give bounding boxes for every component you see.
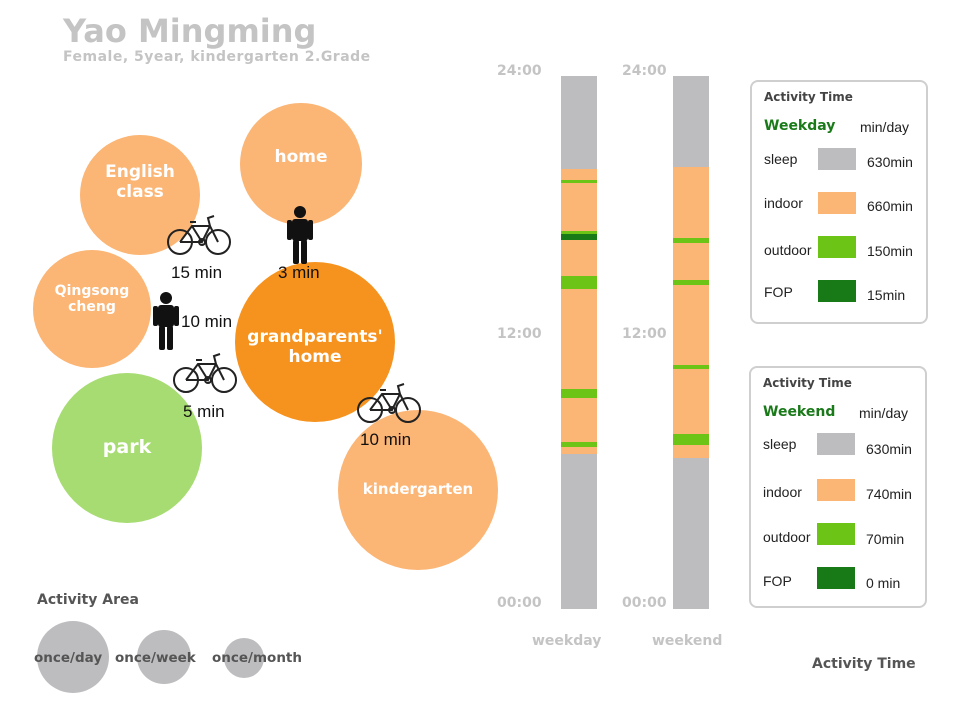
- place-kindergarten: kindergarten: [338, 410, 498, 570]
- legend-weekend-sleep-swatch: [817, 433, 855, 455]
- timeline-segment-weekday-indoor: [561, 169, 597, 454]
- legend-weekend-fop-swatch: [817, 567, 855, 589]
- legend-weekend-sleep-label: sleep: [763, 436, 797, 452]
- place-grandparents-home: grandparents' home: [235, 262, 395, 422]
- axis-12-weekend: 12:00: [622, 326, 667, 342]
- place-english-class: English class: [80, 135, 200, 255]
- place-park-label: park: [102, 436, 152, 459]
- place-english-class-label: English class: [105, 161, 175, 202]
- place-qingsong-label: Qingsong cheng: [54, 282, 130, 315]
- legend-weekend-indoor-value: 740min: [866, 486, 912, 502]
- frequency-weekly: once/week: [115, 650, 196, 666]
- place-park: park: [52, 373, 202, 523]
- activity-time-footer: Activity Time: [812, 656, 916, 672]
- legend-weekday-type: Weekday: [764, 118, 836, 134]
- bicycle-icon: [173, 353, 237, 393]
- legend-weekend-outdoor-value: 70min: [866, 531, 905, 547]
- place-home: home: [240, 103, 362, 225]
- legend-weekday-sleep-label: sleep: [764, 151, 798, 167]
- category-weekday: weekday: [532, 633, 602, 649]
- frequency-daily: once/day: [34, 650, 103, 666]
- legend-weekend-fop-label: FOP: [763, 573, 792, 589]
- bicycle-icon: [167, 215, 231, 255]
- legend-weekend-type: Weekend: [763, 404, 836, 420]
- timeline-segment-weekday-outdoor: [561, 231, 597, 234]
- timeline-segment-weekday-outdoor: [561, 389, 597, 398]
- person-icon: [153, 292, 179, 350]
- frequency-monthly: once/month: [212, 650, 302, 666]
- legend-weekend-unit: min/day: [859, 405, 909, 421]
- timeline-segment-weekend-outdoor: [673, 364, 709, 370]
- axis-00-weekend: 00:00: [622, 595, 667, 611]
- legend-weekend-outdoor-label: outdoor: [763, 529, 811, 545]
- timeline-bar-weekday: [561, 76, 597, 609]
- legend-weekday-fop-label: FOP: [764, 284, 793, 300]
- legend-weekday-outdoor-value: 150min: [867, 243, 913, 259]
- route-time-qingsong: 10 min: [181, 312, 233, 331]
- place-qingsong: Qingsong cheng: [33, 250, 151, 368]
- timeline-segment-weekday-outdoor: [561, 442, 597, 447]
- legend-weekday-indoor-label: indoor: [764, 195, 803, 211]
- timeline-segment-weekday-outdoor: [561, 275, 597, 290]
- legend-weekend-outdoor-swatch: [817, 523, 855, 545]
- legend-weekend-indoor-swatch: [817, 479, 855, 501]
- legend-weekday-indoor-swatch: [818, 192, 856, 214]
- frequency-circle-monthly: [224, 638, 264, 678]
- timeline-bar-weekend: [673, 76, 709, 609]
- legend-weekend-sleep-value: 630min: [866, 441, 912, 457]
- timeline-segment-weekday-outdoor: [561, 180, 597, 183]
- axis-00-weekday: 00:00: [497, 595, 542, 611]
- route-time-english: 15 min: [171, 263, 223, 282]
- legend-weekday-outdoor-label: outdoor: [764, 242, 812, 258]
- timeline-segment-weekend-outdoor: [673, 280, 709, 285]
- legend-weekend-indoor-label: indoor: [763, 484, 802, 500]
- legend-weekday-fop-swatch: [818, 280, 856, 302]
- place-kindergarten-label: kindergarten: [362, 480, 474, 499]
- axis-12-weekday: 12:00: [497, 326, 542, 342]
- child-name: Yao Mingming: [63, 12, 317, 50]
- legend-weekday-outdoor-swatch: [818, 236, 856, 258]
- frequency-circle-weekly: [137, 630, 191, 684]
- category-weekend: weekend: [652, 633, 723, 649]
- legend-weekday-sleep-value: 630min: [867, 154, 913, 170]
- route-time-home: 3 min: [278, 263, 320, 282]
- legend-weekday-unit: min/day: [860, 119, 910, 135]
- timeline-segment-weekend-indoor: [673, 167, 709, 458]
- bicycle-icon: [357, 383, 421, 423]
- axis-24-weekend: 24:00: [622, 63, 667, 79]
- person-icon: [287, 206, 313, 264]
- timeline-segment-weekend-outdoor: [673, 238, 709, 243]
- place-home-label: home: [274, 147, 328, 168]
- activity-area-title: Activity Area: [37, 592, 139, 608]
- legend-weekday-sleep-swatch: [818, 148, 856, 170]
- child-info: Female, 5year, kindergarten 2.Grade: [63, 49, 371, 65]
- legend-weekend-fop-value: 0 min: [866, 575, 901, 591]
- timeline-segment-weekend-outdoor: [673, 433, 709, 445]
- legend-weekday-fop-value: 15min: [867, 287, 906, 303]
- frequency-circle-daily: [37, 621, 109, 693]
- timeline-segment-weekday-fop: [561, 233, 597, 241]
- axis-24-weekday: 24:00: [497, 63, 542, 79]
- legend-weekday-head: Activity Time: [764, 90, 853, 104]
- route-time-kindergarten: 10 min: [360, 430, 412, 449]
- legend-weekday-indoor-value: 660min: [867, 198, 913, 214]
- route-time-park: 5 min: [183, 402, 225, 421]
- legend-weekday: Activity Time Weekday min/day sleep 630m…: [750, 80, 928, 324]
- legend-weekend: Activity Time Weekend min/day sleep 630m…: [749, 366, 927, 608]
- legend-weekend-head: Activity Time: [763, 376, 852, 390]
- place-grandparents-label: grandparents' home: [247, 327, 383, 367]
